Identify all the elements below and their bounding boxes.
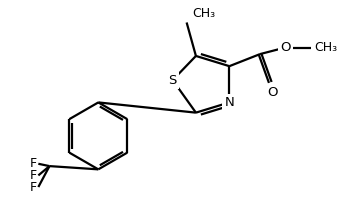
Text: F: F <box>29 181 36 194</box>
Text: S: S <box>168 74 177 87</box>
Text: CH₃: CH₃ <box>192 7 215 20</box>
Text: F: F <box>29 157 36 170</box>
Text: CH₃: CH₃ <box>314 41 337 54</box>
Text: N: N <box>224 96 234 109</box>
Text: F: F <box>29 169 36 182</box>
Text: O: O <box>280 41 290 54</box>
Text: O: O <box>267 86 278 99</box>
